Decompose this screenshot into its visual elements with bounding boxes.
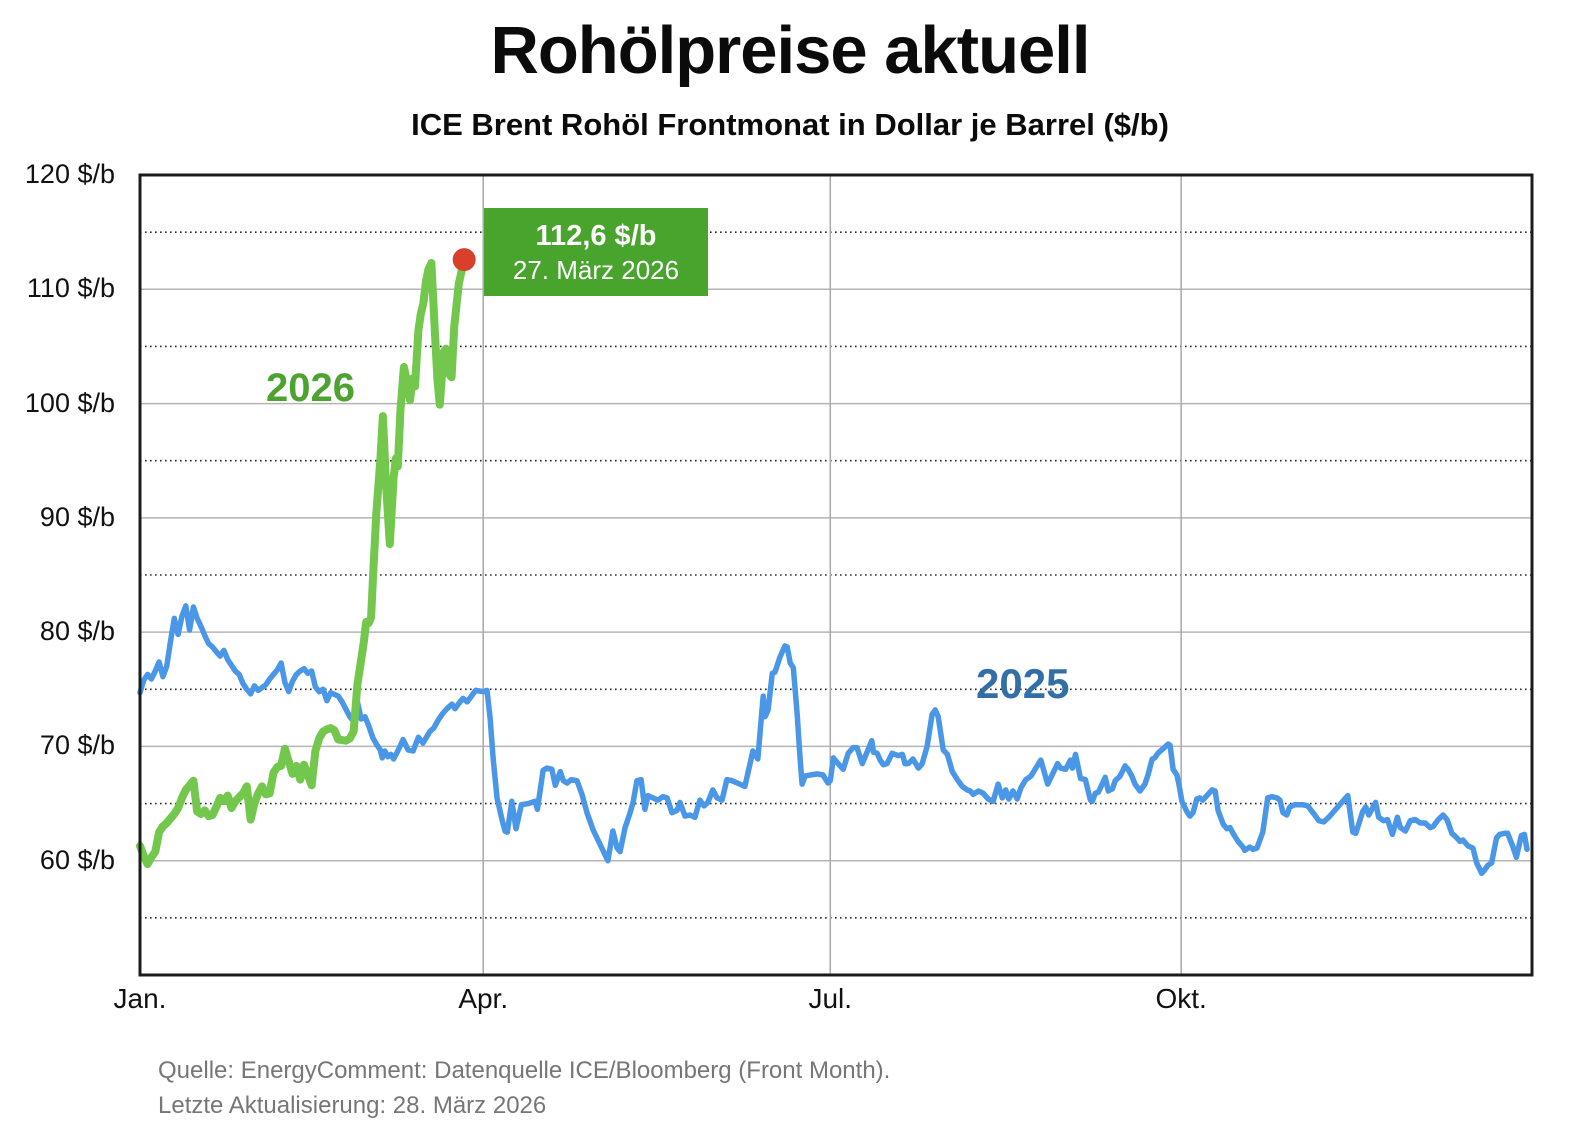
chart-subtitle: ICE Brent Rohöl Frontmonat in Dollar je … (411, 107, 1169, 142)
x-axis-tick-label: Jul. (808, 983, 853, 1014)
latest-price-value: 112,6 $/b (535, 219, 657, 252)
source-line-2: Letzte Aktualisierung: 28. März 2026 (158, 1092, 547, 1119)
y-axis-tick-label: 90 $/b (39, 501, 115, 532)
page-title: Rohölpreise aktuell (490, 13, 1090, 88)
y-axis-tick-label: 80 $/b (39, 616, 115, 647)
x-axis-tick-label: Jan. (113, 983, 167, 1014)
x-axis-tick-label: Apr. (458, 983, 509, 1014)
y-axis-tick-label: 120 $/b (24, 159, 115, 189)
x-axis-labels: Jan. Apr. Jul. Okt. (113, 983, 1207, 1014)
y-axis-labels: 120 $/b 110 $/b 100 $/b 90 $/b 80 $/b 70 $/b 6… (0, 0, 115, 1000)
y-axis-tick-label: 70 $/b (39, 730, 115, 761)
y-axis-tick-label: 100 $/b (24, 387, 115, 418)
y-axis-tick-label: 110 $/b (26, 273, 115, 304)
y-axis-tick-label: 60 $/b (39, 844, 115, 875)
x-axis-tick-label: Okt. (1155, 983, 1207, 1014)
latest-price-callout: 112,6 $/b 27. März 2026 (484, 208, 708, 296)
latest-price-date: 27. März 2026 (512, 254, 680, 285)
source-line-1: Quelle: EnergyComment: Datenquelle ICE/B… (158, 1057, 891, 1084)
source-note: Quelle: EnergyComment: Datenquelle ICE/B… (158, 1053, 890, 1123)
series-label-2026: 2026 (266, 366, 355, 410)
series-label-2025: 2025 (976, 660, 1070, 707)
latest-price-marker-dot (452, 248, 476, 272)
